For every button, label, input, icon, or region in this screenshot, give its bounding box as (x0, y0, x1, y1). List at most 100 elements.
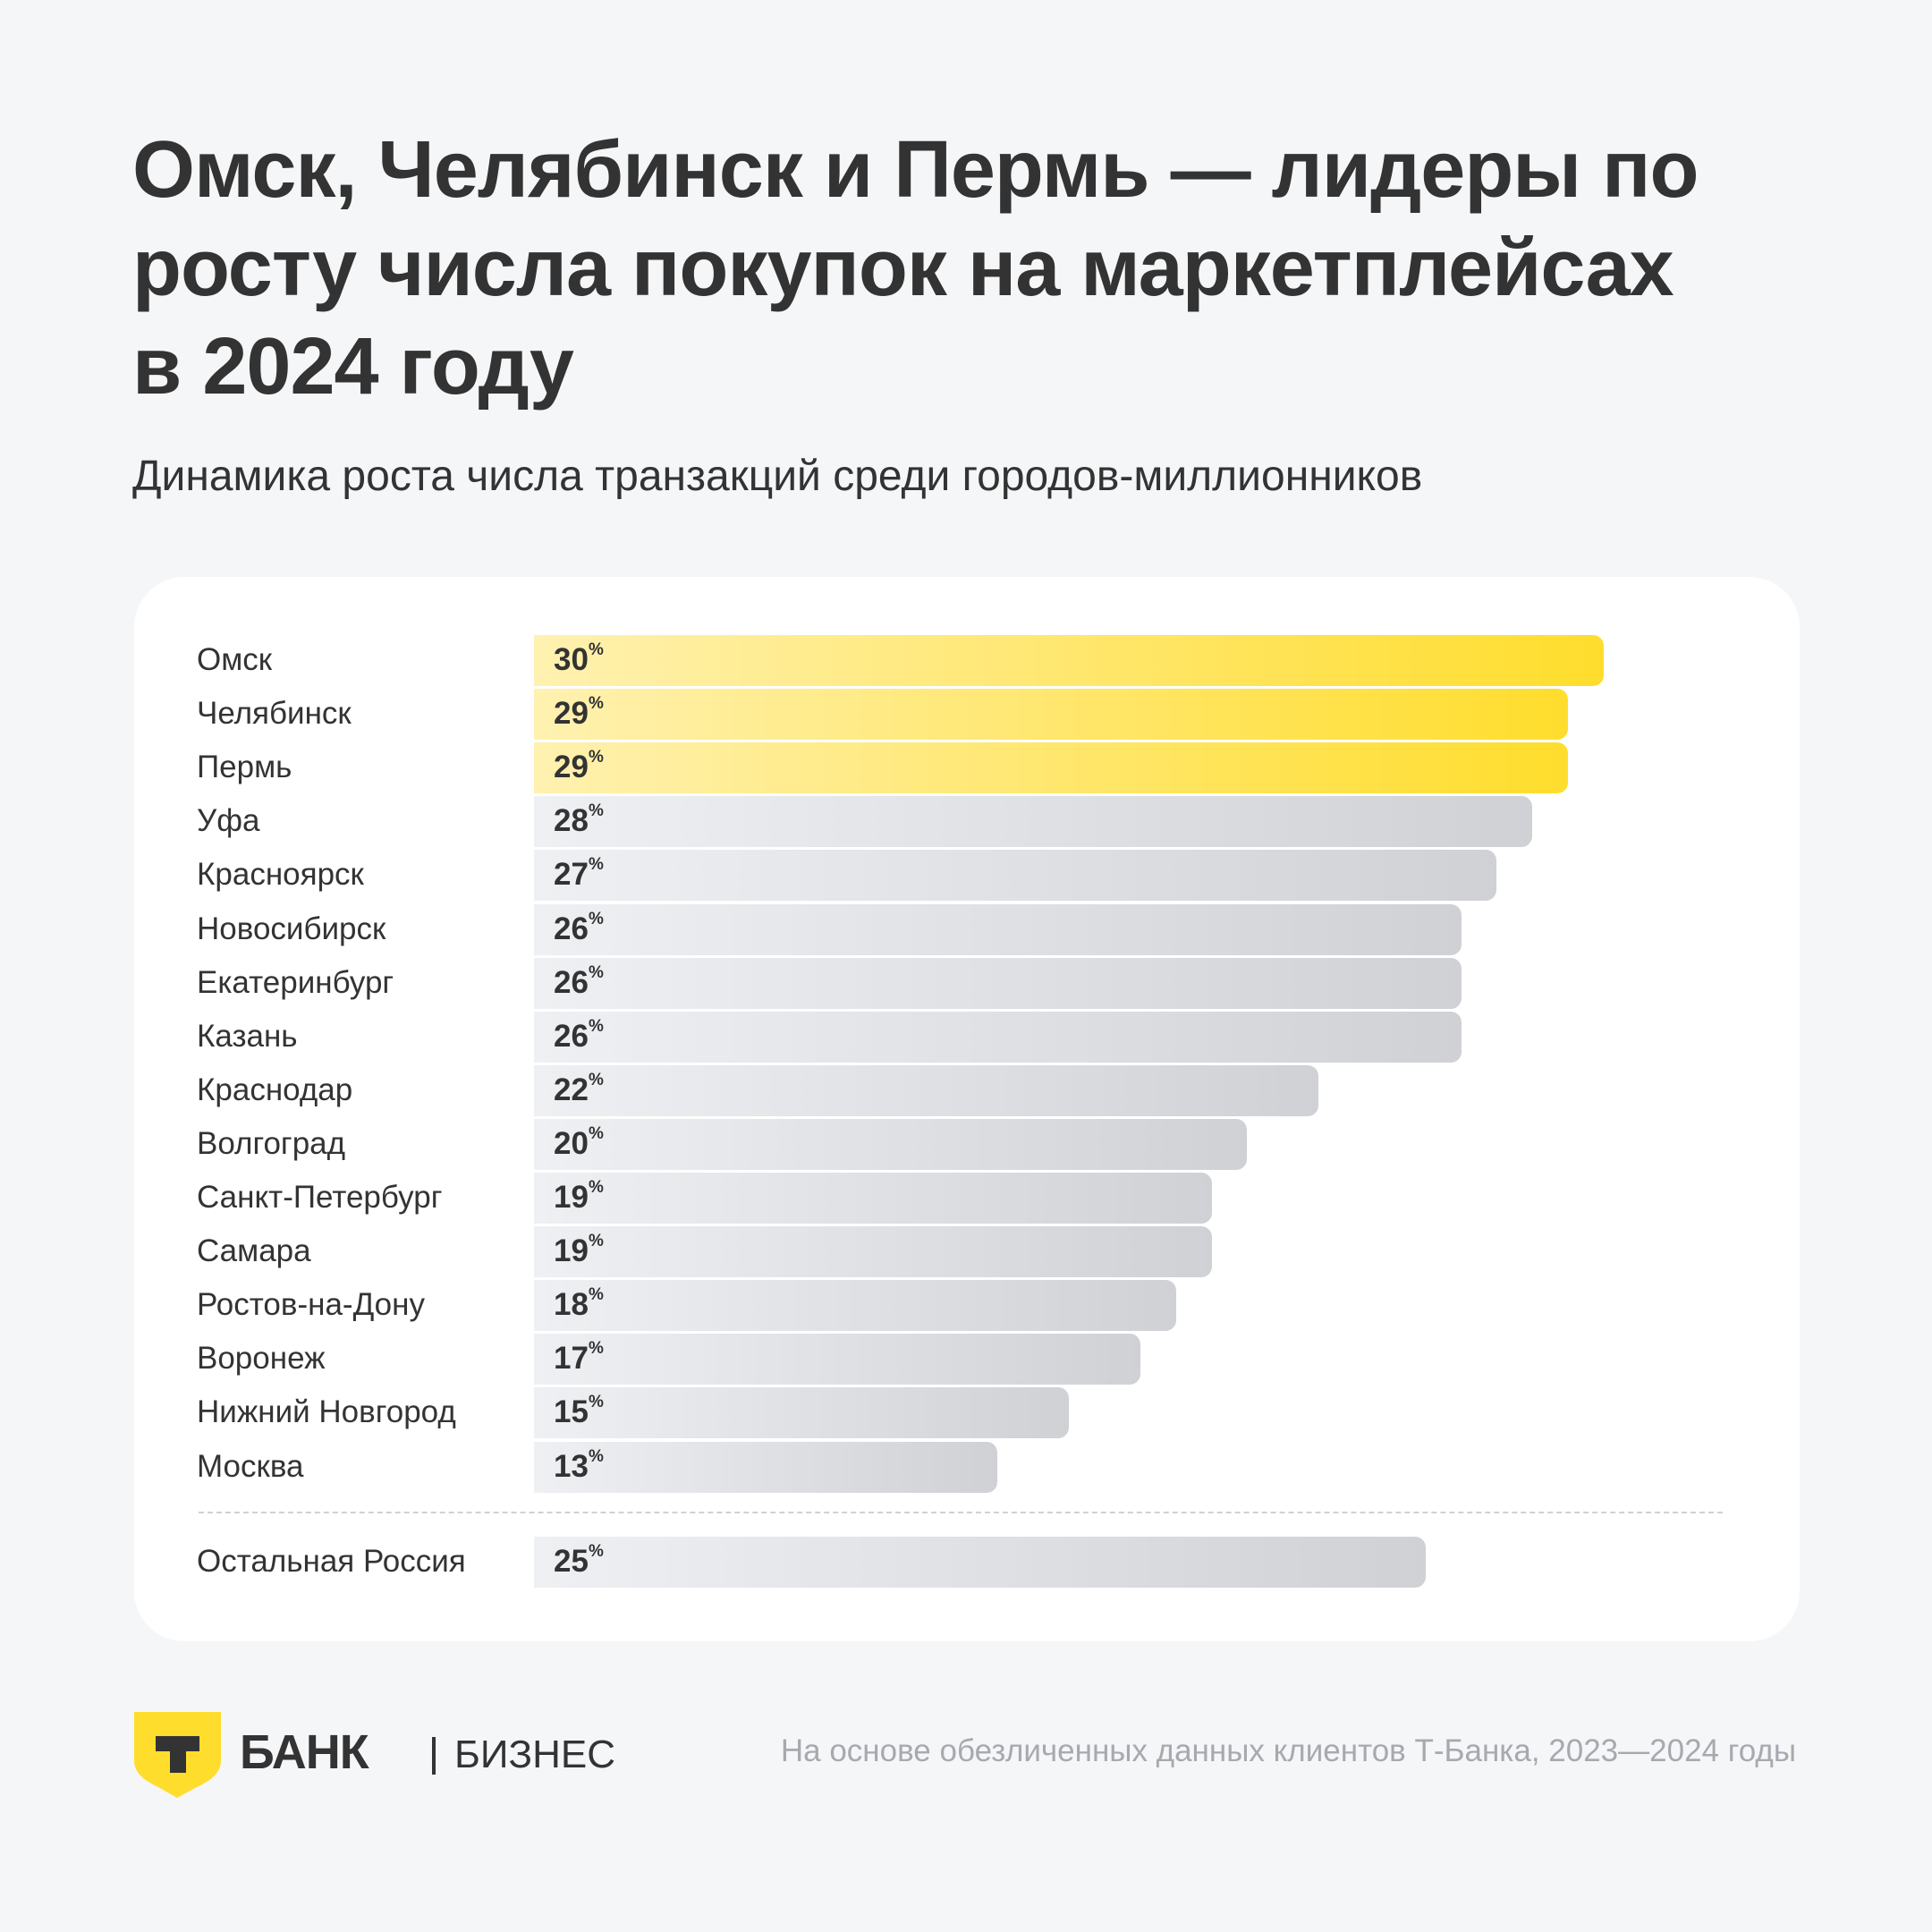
bar (534, 957, 1462, 1009)
t-letter-icon (156, 1736, 199, 1773)
value-number: 29 (554, 696, 589, 732)
bar (534, 903, 1462, 955)
bar-row: Казань 26% (134, 1011, 1800, 1063)
percent-sign: % (588, 1446, 604, 1466)
category-label: Челябинск (197, 696, 352, 732)
bar-row: Новосибирск 26% (134, 903, 1800, 955)
value-number: 27 (554, 857, 589, 893)
value-label: 17% (554, 1339, 604, 1377)
t-bank-business-logo: БАНК БИЗНЕС (134, 1712, 671, 1798)
value-number: 18 (554, 1287, 589, 1323)
bar-row: Остальная Россия 25% (134, 1537, 1800, 1588)
percent-sign: % (588, 748, 604, 767)
value-label: 27% (554, 855, 604, 893)
chart-card: Омск 30% Челябинск 29% Пермь 29% Уфа 28% Красноя… (134, 577, 1800, 1641)
value-number: 30 (554, 642, 589, 677)
percent-sign: % (588, 1178, 604, 1197)
category-label: Новосибирск (197, 911, 386, 946)
category-label: Волгоград (197, 1125, 346, 1161)
percent-sign: % (588, 855, 604, 875)
bar-row: Краснодар 22% (134, 1064, 1800, 1116)
value-label: 26% (554, 909, 604, 947)
value-label: 26% (554, 1016, 604, 1055)
percent-sign: % (588, 801, 604, 821)
footnote: На основе обезличенных данных клиентов Т… (780, 1733, 1796, 1768)
bar (534, 1173, 1212, 1224)
percent-sign: % (588, 1542, 604, 1561)
bar (534, 1280, 1176, 1332)
value-label: 28% (554, 801, 604, 839)
value-label: 26% (554, 962, 604, 1001)
bar (534, 1334, 1140, 1385)
bar (534, 1537, 1426, 1588)
bar-row: Ростов-на-Дону 18% (134, 1280, 1800, 1332)
bar (534, 1064, 1319, 1116)
bar-row: Санкт-Петербург 19% (134, 1173, 1800, 1224)
value-number: 19 (554, 1233, 589, 1269)
category-label: Самара (197, 1233, 311, 1269)
bar-row: Самара 19% (134, 1226, 1800, 1278)
bar-row: Москва 13% (134, 1441, 1800, 1493)
logo-product: БИЗНЕС (454, 1733, 615, 1776)
value-label: 30% (554, 640, 604, 678)
bar (534, 689, 1569, 741)
value-number: 25 (554, 1544, 589, 1579)
value-number: 29 (554, 750, 589, 785)
percent-sign: % (588, 1393, 604, 1412)
bar (534, 1011, 1462, 1063)
category-label: Уфа (197, 803, 260, 839)
category-label: Казань (197, 1018, 298, 1054)
page-title: Омск, Челябинск и Пермь — лидеры по рост… (132, 125, 1699, 411)
bar-row: Екатеринбург 26% (134, 957, 1800, 1009)
dashed-divider (199, 1512, 1723, 1513)
value-number: 22 (554, 1072, 589, 1107)
value-number: 26 (554, 964, 589, 1000)
category-label: Пермь (197, 750, 292, 785)
percent-sign: % (588, 694, 604, 714)
value-label: 13% (554, 1446, 604, 1485)
value-number: 28 (554, 803, 589, 839)
bar-row: Пермь 29% (134, 742, 1800, 794)
percent-sign: % (588, 1123, 604, 1143)
bar (534, 850, 1497, 902)
category-label: Красноярск (197, 857, 364, 893)
percent-sign: % (588, 1285, 604, 1305)
bar-row: Красноярск 27% (134, 850, 1800, 902)
value-label: 20% (554, 1123, 604, 1162)
category-label: Ростов-на-Дону (197, 1287, 425, 1323)
bar (534, 742, 1569, 794)
value-number: 26 (554, 1018, 589, 1054)
bar (534, 1226, 1212, 1278)
bar (534, 796, 1533, 848)
category-label: Омск (197, 642, 273, 677)
category-label: Москва (197, 1448, 304, 1484)
percent-sign: % (588, 1070, 604, 1089)
percent-sign: % (588, 962, 604, 982)
value-label: 15% (554, 1393, 604, 1430)
bar-row: Уфа 28% (134, 796, 1800, 848)
bar (534, 1387, 1070, 1439)
value-number: 17 (554, 1341, 589, 1377)
bar (534, 1441, 998, 1493)
percent-sign: % (588, 640, 604, 659)
bar-row: Воронеж 17% (134, 1334, 1800, 1385)
category-label: Краснодар (197, 1072, 353, 1107)
percent-sign: % (588, 909, 604, 928)
value-label: 29% (554, 748, 604, 785)
percent-sign: % (588, 1339, 604, 1359)
value-number: 13 (554, 1448, 589, 1484)
value-number: 19 (554, 1180, 589, 1215)
value-label: 19% (554, 1232, 604, 1269)
percent-sign: % (588, 1016, 604, 1036)
value-label: 18% (554, 1285, 604, 1323)
category-label: Воронеж (197, 1341, 326, 1377)
bar-row: Нижний Новгород 15% (134, 1387, 1800, 1439)
value-label: 22% (554, 1070, 604, 1108)
percent-sign: % (588, 1232, 604, 1251)
value-number: 20 (554, 1125, 589, 1161)
bar-row: Омск 30% (134, 635, 1800, 686)
category-label: Екатеринбург (197, 964, 394, 1000)
value-label: 19% (554, 1178, 604, 1216)
subtitle: Динамика роста числа транзакций среди го… (132, 453, 1423, 500)
category-label: Нижний Новгород (197, 1394, 456, 1430)
